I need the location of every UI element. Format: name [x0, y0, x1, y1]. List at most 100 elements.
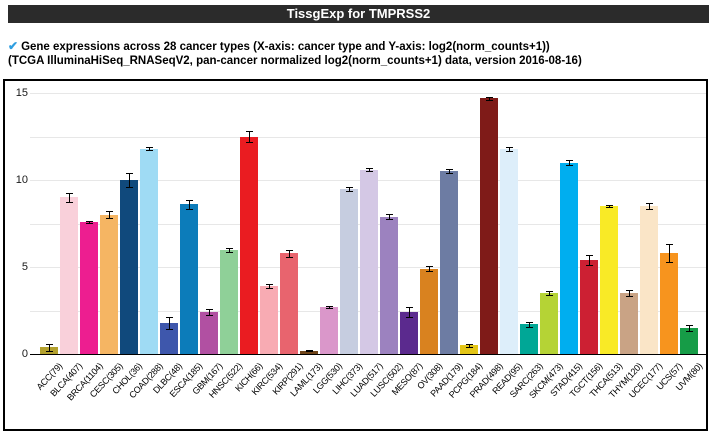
x-axis-line — [30, 354, 706, 355]
bar-lusc — [380, 216, 398, 354]
error-bar-cap — [426, 266, 433, 268]
y-tick-label: 10 — [15, 174, 28, 186]
error-bar-cap — [386, 214, 393, 216]
page-title: TissgExp for TMPRSS2 — [286, 6, 431, 21]
error-bar-cap — [166, 316, 173, 318]
bar-luad — [360, 169, 378, 354]
error-bar-cap — [366, 171, 373, 173]
error-bar — [509, 146, 510, 151]
error-bar-cap — [306, 349, 313, 351]
error-bar-cap — [686, 325, 693, 327]
bar-lgg — [320, 307, 338, 354]
description-line-2: (TCGA IlluminaHiSeq_RNASeqV2, pan-cancer… — [8, 55, 582, 67]
bar-blca — [60, 197, 78, 354]
error-bar — [49, 343, 50, 351]
bar-uvm — [680, 327, 698, 354]
bar-hnsc — [220, 249, 238, 354]
error-bar-cap — [46, 350, 53, 352]
error-bar-cap — [146, 150, 153, 152]
error-bar-cap — [486, 96, 493, 98]
error-bar-cap — [86, 220, 93, 222]
error-bar-cap — [266, 287, 273, 289]
error-bar-cap — [126, 186, 133, 188]
error-bar-cap — [66, 193, 73, 195]
error-bar — [249, 131, 250, 142]
error-bar-cap — [586, 265, 593, 267]
error-bar-cap — [306, 351, 313, 353]
error-bar-cap — [466, 347, 473, 349]
error-bar-cap — [146, 147, 153, 149]
error-bar — [369, 167, 370, 172]
bar-meso — [400, 312, 418, 354]
bar-ucs — [660, 253, 678, 354]
error-bar-cap — [566, 165, 573, 167]
error-bar-cap — [446, 173, 453, 175]
error-bar — [289, 249, 290, 257]
error-bar — [169, 316, 170, 329]
check-icon: ✔ — [8, 39, 19, 53]
error-bar-cap — [166, 328, 173, 330]
error-bar-cap — [546, 291, 553, 293]
error-bar-cap — [426, 271, 433, 273]
bar-skcm — [540, 293, 558, 354]
bar-dlbc — [160, 322, 178, 354]
error-bar — [689, 325, 690, 331]
error-bar-cap — [106, 211, 113, 213]
error-bar — [569, 159, 570, 166]
bar-prad — [480, 98, 498, 354]
error-bar-cap — [526, 326, 533, 328]
error-bar-cap — [126, 173, 133, 175]
error-bar — [109, 211, 110, 219]
error-bar-cap — [646, 203, 653, 205]
bar-chart: 0 5 10 15 ACC(79) BLCA(407) BRCA(1104) CESC(305… — [3, 79, 708, 431]
bar-stad — [560, 162, 578, 354]
error-bar-cap — [346, 186, 353, 188]
error-bar-cap — [346, 190, 353, 192]
y-tick-label: 5 — [21, 261, 28, 273]
error-bar-cap — [606, 204, 613, 206]
y-tick-label: 0 — [21, 348, 28, 360]
bar-gbm — [200, 312, 218, 354]
error-bar-cap — [326, 305, 333, 307]
bar-coad — [140, 148, 158, 354]
error-bar — [529, 322, 530, 327]
error-bar — [429, 266, 430, 272]
gridline — [30, 136, 706, 138]
error-bar — [489, 96, 490, 100]
error-bar — [329, 305, 330, 309]
error-bar — [669, 244, 670, 262]
error-bar — [549, 291, 550, 295]
error-bar-cap — [226, 247, 233, 249]
error-bar — [389, 214, 390, 219]
error-bar — [149, 147, 150, 151]
bar-kich — [240, 136, 258, 354]
description-line-1: ✔ Gene expressions across 28 cancer types… — [8, 39, 708, 54]
bar-brca — [80, 221, 98, 354]
error-bar-cap — [246, 141, 253, 143]
error-bar — [649, 203, 650, 210]
error-bar-cap — [46, 343, 53, 345]
error-bar-cap — [186, 200, 193, 201]
error-bar-cap — [186, 208, 193, 210]
error-bar-cap — [366, 167, 373, 169]
bar-chol — [120, 180, 138, 354]
bar-paad — [440, 171, 458, 354]
error-bar-cap — [586, 254, 593, 256]
bar-acc — [40, 347, 58, 354]
error-bar-cap — [226, 251, 233, 253]
error-bar-cap — [326, 308, 333, 310]
error-bar-cap — [266, 284, 273, 286]
error-bar-cap — [206, 315, 213, 317]
description-text-1: Gene expressions across 28 cancer types … — [21, 41, 550, 53]
error-bar-cap — [106, 218, 113, 220]
error-bar — [69, 193, 70, 202]
bar-esca — [180, 204, 198, 354]
error-bar — [469, 343, 470, 348]
error-bar-cap — [626, 295, 633, 297]
error-bar-cap — [606, 207, 613, 209]
bar-tgct — [580, 260, 598, 354]
error-bar-cap — [666, 244, 673, 246]
error-bar-cap — [686, 330, 693, 332]
error-bar-cap — [286, 249, 293, 251]
